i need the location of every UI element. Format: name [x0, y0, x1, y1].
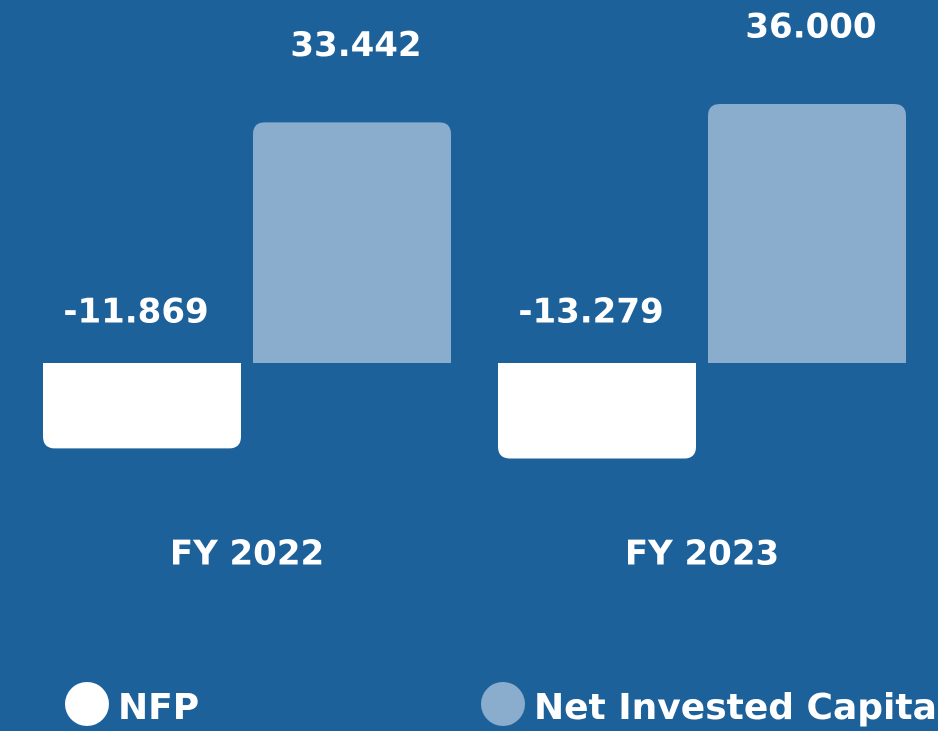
- value-label: -13.279: [518, 292, 663, 332]
- legend-label: NFP: [118, 687, 199, 728]
- legend-swatch: [65, 682, 109, 726]
- legend-swatch: [481, 682, 525, 726]
- x-tick-label: FY 2023: [625, 534, 779, 574]
- legend-label: Net Invested Capital: [534, 687, 938, 728]
- bar: [708, 104, 906, 363]
- value-label: 33.442: [290, 25, 421, 65]
- value-label: -11.869: [63, 292, 208, 332]
- bar: [43, 363, 241, 449]
- value-label: 36.000: [745, 7, 876, 47]
- x-tick-label: FY 2022: [170, 534, 324, 574]
- bar: [498, 363, 696, 459]
- bar: [253, 122, 451, 364]
